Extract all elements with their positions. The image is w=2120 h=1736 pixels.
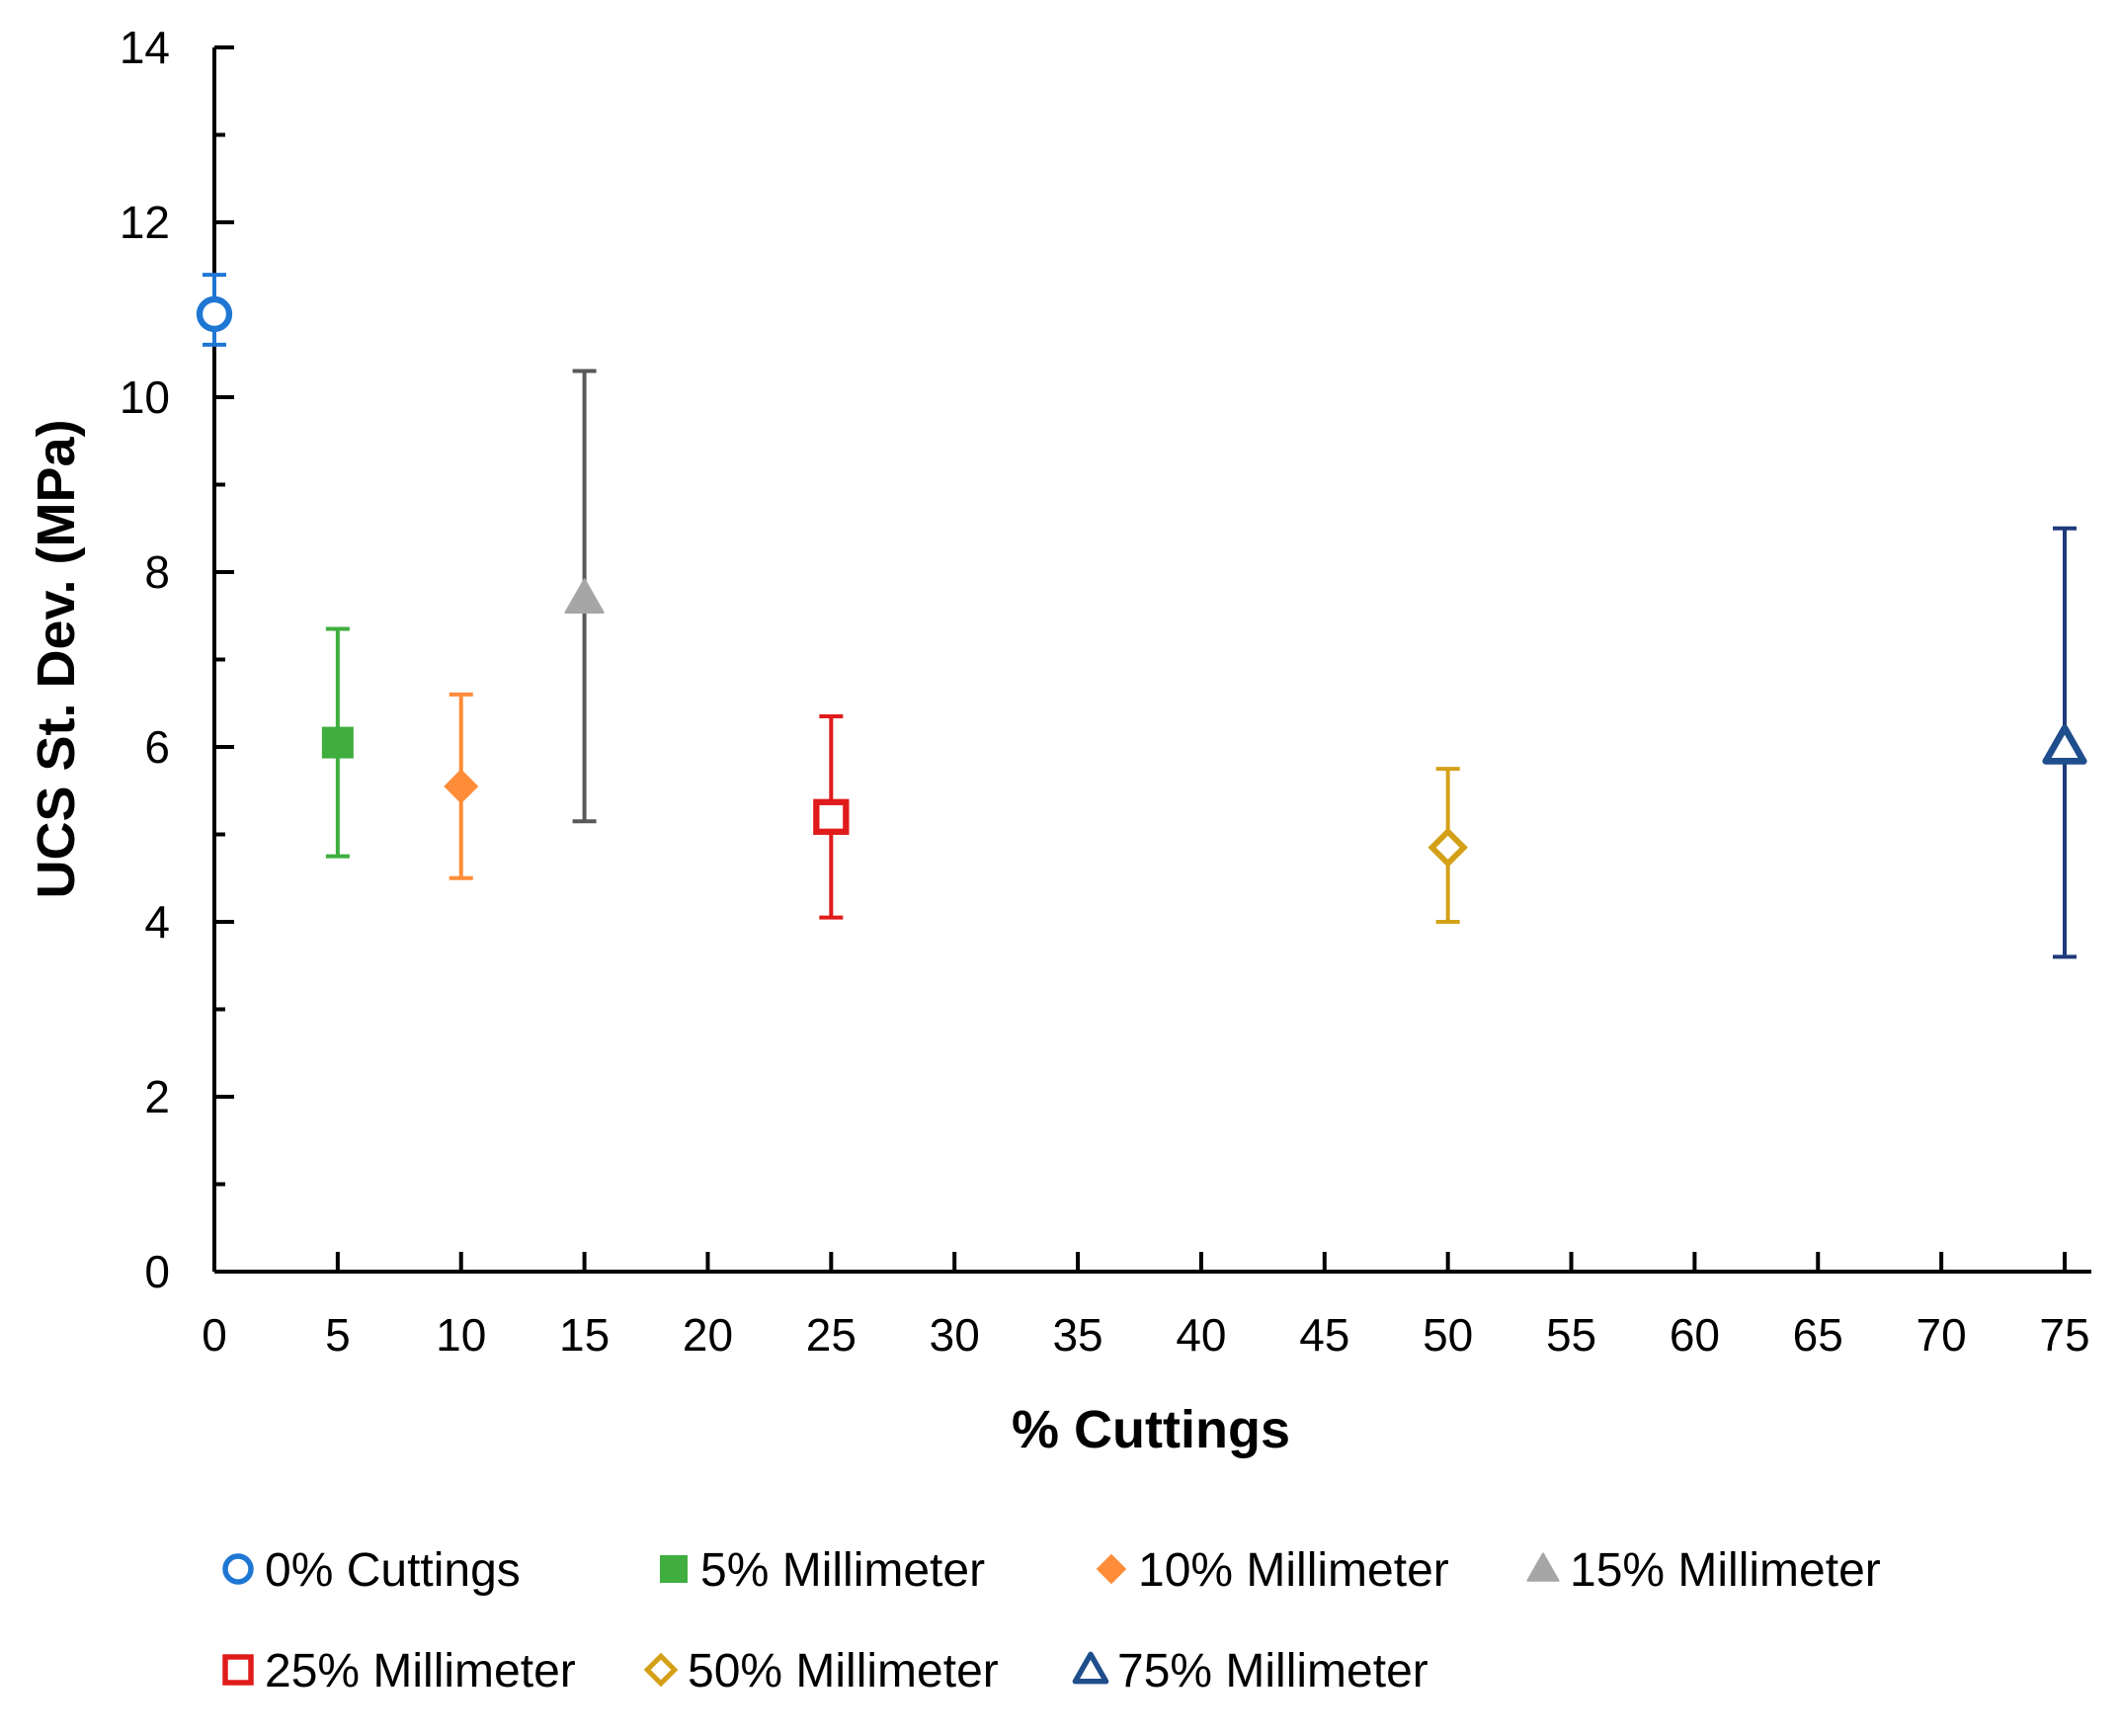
legend-marker <box>1096 1553 1127 1585</box>
x-tick-label: 50 <box>1423 1309 1473 1361</box>
legend-marker <box>1072 1651 1109 1685</box>
x-axis-title: % Cuttings <box>1012 1400 1290 1459</box>
y-tick-label: 10 <box>120 372 170 423</box>
legend: 0% Cuttings 5% Millimeter 10% Millimeter 15… <box>222 1544 1881 1697</box>
legend-label: 50% Millimeter <box>688 1645 999 1697</box>
data-point <box>813 798 850 835</box>
data-point <box>321 726 354 759</box>
data-point <box>2042 724 2087 765</box>
legend-marker <box>1526 1552 1560 1582</box>
y-tick-label: 0 <box>144 1246 170 1297</box>
error-bars <box>203 273 2077 959</box>
data-markers <box>196 295 2087 868</box>
legend-marker <box>660 1555 688 1583</box>
x-tick-label: 30 <box>930 1309 980 1361</box>
x-tick-label: 40 <box>1176 1309 1226 1361</box>
x-tick-label: 0 <box>202 1309 227 1361</box>
x-tick-label: 75 <box>2039 1309 2089 1361</box>
legend-label: 0% Cuttings <box>265 1544 521 1597</box>
y-tick-label: 6 <box>144 721 170 773</box>
y-tick-label: 12 <box>120 197 170 248</box>
legend-label: 15% Millimeter <box>1570 1544 1881 1597</box>
x-tick-label: 60 <box>1670 1309 1720 1361</box>
y-ticks: 0 2 4 6 8 10 12 14 <box>120 22 234 1297</box>
x-tick-label: 35 <box>1052 1309 1102 1361</box>
x-ticks: 0 5 10 15 20 25 30 35 40 45 50 55 60 65 70 75 <box>202 1252 2090 1361</box>
y-tick-label: 4 <box>144 896 170 948</box>
y-tick-label: 2 <box>144 1071 170 1122</box>
data-point <box>564 578 605 614</box>
x-tick-label: 65 <box>1793 1309 1843 1361</box>
x-tick-label: 70 <box>1916 1309 1967 1361</box>
legend-label: 10% Millimeter <box>1138 1544 1449 1597</box>
axes <box>212 47 2091 1274</box>
legend-label: 5% Millimeter <box>700 1544 985 1597</box>
data-point <box>1427 827 1468 868</box>
legend-marker <box>643 1652 679 1688</box>
x-tick-label: 25 <box>806 1309 856 1361</box>
y-tick-label: 8 <box>144 546 170 598</box>
legend-label: 25% Millimeter <box>265 1645 576 1697</box>
legend-marker <box>222 1553 254 1585</box>
x-tick-label: 10 <box>436 1309 486 1361</box>
legend-marker <box>222 1654 254 1686</box>
x-tick-label: 20 <box>683 1309 733 1361</box>
legend-label: 75% Millimeter <box>1117 1645 1428 1697</box>
y-tick-label: 14 <box>120 22 170 73</box>
x-tick-label: 45 <box>1299 1309 1349 1361</box>
x-tick-label: 15 <box>559 1309 610 1361</box>
x-tick-label: 55 <box>1546 1309 1596 1361</box>
y-axis-title: UCS St. Dev. (MPa) <box>27 419 86 898</box>
data-point <box>196 295 233 333</box>
data-point <box>444 769 479 804</box>
x-tick-label: 5 <box>325 1309 351 1361</box>
